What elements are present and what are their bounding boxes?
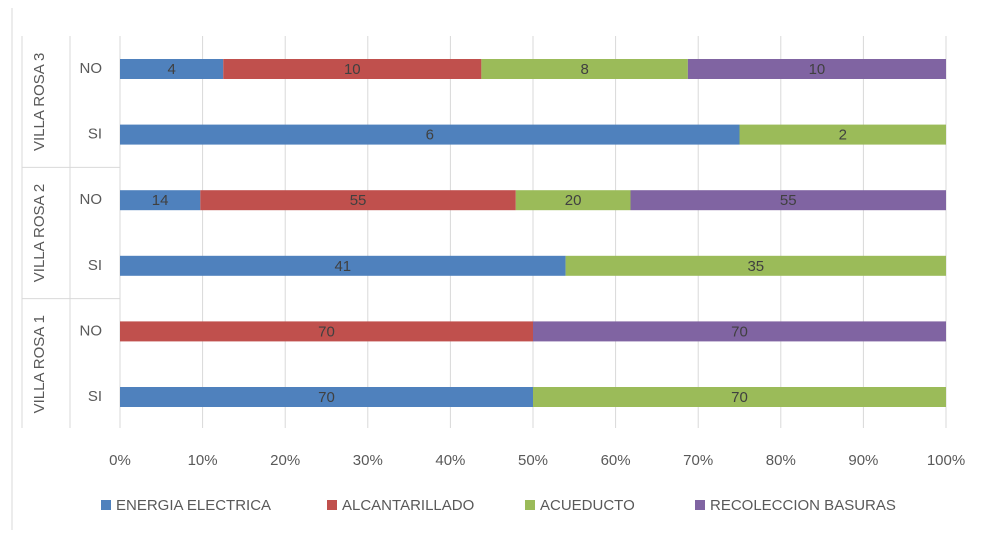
data-label: 6 — [426, 127, 434, 144]
bar-segment — [120, 321, 533, 342]
bar-segment — [533, 387, 946, 407]
x-tick-label: 30% — [353, 452, 383, 469]
bar-segment — [481, 59, 688, 79]
bar-segment — [120, 59, 224, 79]
bar-segment — [120, 387, 533, 407]
legend-swatch — [101, 500, 111, 510]
x-tick-label: 50% — [518, 452, 548, 469]
data-label: 70 — [731, 389, 748, 406]
bar-segment — [739, 124, 946, 145]
legend-label: ALCANTARILLADO — [342, 497, 474, 514]
bar-segment — [120, 255, 566, 276]
y-tick-label: NO — [80, 191, 103, 208]
y-tick-label: SI — [88, 257, 102, 274]
bar-segment — [630, 190, 946, 211]
data-label: 4 — [167, 61, 175, 78]
y-tick-label: SI — [88, 388, 102, 405]
legend-label: RECOLECCION BASURAS — [710, 497, 896, 514]
data-label: 14 — [152, 192, 169, 209]
legend-label: ACUEDUCTO — [540, 497, 635, 514]
group-label: VILLA ROSA 2 — [31, 184, 48, 282]
bar-segment — [200, 190, 516, 211]
data-label: 70 — [731, 323, 748, 340]
bar-segment — [515, 190, 631, 211]
data-label: 55 — [780, 192, 797, 209]
data-label: 41 — [334, 258, 351, 275]
group-label: VILLA ROSA 3 — [31, 53, 48, 151]
x-tick-label: 90% — [848, 452, 878, 469]
data-label: 10 — [809, 61, 826, 78]
bar-segment — [223, 59, 482, 79]
x-tick-label: 70% — [683, 452, 713, 469]
data-label: 10 — [344, 61, 361, 78]
bar-segment — [120, 190, 201, 211]
bar-segment — [687, 59, 946, 79]
x-tick-label: 20% — [270, 452, 300, 469]
group-label: VILLA ROSA 1 — [31, 315, 48, 413]
y-tick-label: NO — [80, 60, 103, 77]
legend-label: ENERGIA ELECTRICA — [116, 497, 271, 514]
data-label: 2 — [839, 127, 847, 144]
bar-segment — [120, 124, 740, 145]
y-tick-label: NO — [80, 322, 103, 339]
data-label: 70 — [318, 323, 335, 340]
legend-swatch — [695, 500, 705, 510]
bar-segment — [533, 321, 946, 342]
y-tick-label: SI — [88, 126, 102, 143]
x-tick-label: 40% — [435, 452, 465, 469]
data-label: 20 — [565, 192, 582, 209]
x-tick-label: 80% — [766, 452, 796, 469]
legend-swatch — [525, 500, 535, 510]
legend-swatch — [327, 500, 337, 510]
bar-segment — [565, 255, 946, 276]
data-label: 8 — [580, 61, 588, 78]
x-tick-label: 60% — [601, 452, 631, 469]
data-label: 35 — [747, 258, 764, 275]
x-tick-label: 100% — [927, 452, 965, 469]
x-tick-label: 10% — [188, 452, 218, 469]
x-tick-label: 0% — [109, 452, 131, 469]
data-label: 55 — [350, 192, 367, 209]
data-label: 70 — [318, 389, 335, 406]
